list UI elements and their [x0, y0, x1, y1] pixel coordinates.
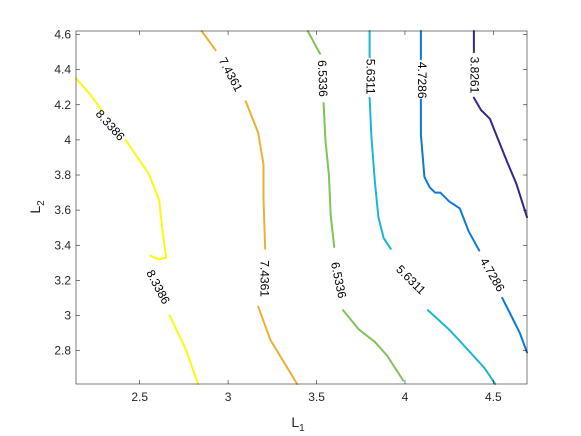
contour-label-4.7286: 4.7286: [415, 62, 429, 99]
contour-line-8.3386-segment-3: [168, 314, 199, 385]
contour-line-3.8261-segment-2: [472, 96, 528, 219]
y-tick-label: 2.8: [54, 344, 71, 358]
y-tick-label: 3: [64, 309, 71, 323]
y-axis-label: L2: [27, 200, 47, 214]
y-tick-label: 3.8: [54, 168, 71, 182]
contour-line-6.5336-segment-2: [322, 102, 336, 248]
contour-line-4.7286-segment-2: [419, 98, 481, 252]
contour-line-8.3386-segment-2: [124, 138, 168, 261]
contour-label-3.8261: 3.8261: [468, 57, 482, 94]
contour-line-7.4361-segment-1: [200, 30, 217, 52]
x-axis-label: L1: [291, 414, 305, 434]
y-axis-label-subscript: 2: [36, 200, 47, 206]
x-axis-label-subscript: 1: [299, 423, 305, 434]
x-tick-label: 4: [402, 390, 409, 404]
x-tick-label: 2.5: [131, 390, 148, 404]
contour-line-7.4361-segment-3: [257, 305, 299, 385]
x-axis-label-main: L: [291, 414, 299, 430]
y-axis-label-main: L: [27, 206, 43, 214]
y-axis-ticks: 2.8 3 3.2 3.4 3.6 3.8 4 4.2 4.4 4.6: [54, 28, 527, 358]
contour-label-6.5336: 6.5336: [315, 60, 330, 97]
plot-area-frame: [75, 30, 528, 385]
x-axis-ticks: 2.5 3 3.5 4 4.5: [131, 31, 502, 404]
x-tick-label: 3.5: [308, 390, 325, 404]
x-tick-label: 4.5: [485, 390, 502, 404]
contour-line-5.6311-segment-3: [427, 309, 497, 385]
y-tick-label: 4.2: [54, 98, 71, 112]
y-tick-label: 3.4: [54, 238, 71, 252]
y-tick-label: 3.2: [54, 273, 71, 287]
contour-label-5.6311: 5.6311: [363, 59, 377, 95]
y-tick-label: 4.6: [54, 28, 71, 42]
y-tick-label: 4: [64, 133, 71, 147]
contour-line-5.6311-segment-2: [368, 96, 392, 250]
contour-label-7.4361: 7.4361: [257, 260, 271, 297]
y-tick-label: 3.6: [54, 203, 71, 217]
contour-line-8.3386-segment-1: [75, 77, 104, 113]
y-tick-label: 4.4: [54, 63, 71, 77]
contour-line-6.5336-segment-1: [306, 30, 322, 55]
contour-lines: [75, 30, 528, 385]
contour-line-7.4361-segment-2: [244, 100, 267, 250]
contour-line-4.7286-segment-3: [501, 296, 528, 354]
plot-background: [76, 31, 527, 384]
x-tick-label: 3: [225, 390, 232, 404]
contour-line-6.5336-segment-3: [342, 309, 405, 382]
